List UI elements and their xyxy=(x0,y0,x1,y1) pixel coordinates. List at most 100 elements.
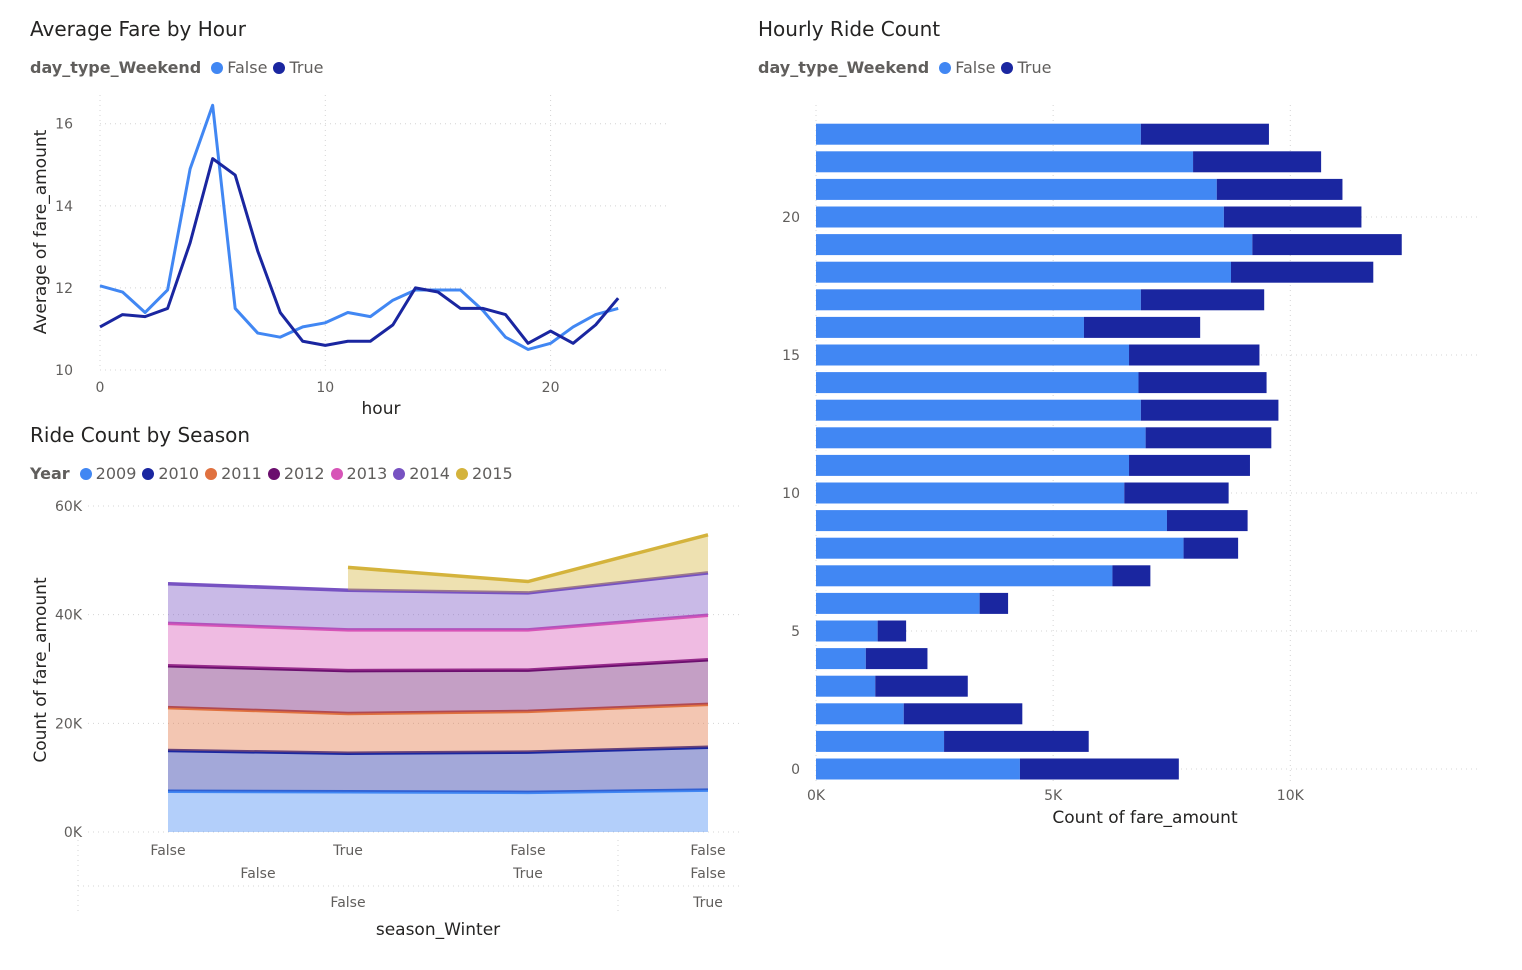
season-legend-item-2009[interactable]: 2009 xyxy=(79,464,136,483)
y-tick-label: 0 xyxy=(791,762,800,778)
x-tick-label: 20 xyxy=(542,380,560,396)
area-2014 xyxy=(168,572,708,630)
y-tick-label: 12 xyxy=(55,281,73,297)
season-legend-item-2013[interactable]: 2013 xyxy=(330,464,387,483)
y-tick-label: 10 xyxy=(782,486,800,502)
bar-false xyxy=(816,592,980,614)
hourly-ride-count-chart: 0K 5K 10K 0 5 10 15 20 Count of fare_amount xyxy=(782,105,1480,828)
y-tick-label: 15 xyxy=(782,348,800,364)
x-axis-title: Count of fare_amount xyxy=(1052,808,1238,828)
y-tick-label: 40K xyxy=(55,608,83,624)
bar-true xyxy=(1124,482,1229,504)
fare-by-hour-chart: 10 12 14 16 0 10 20 hour Average of fare_amount xyxy=(31,95,670,419)
season-legend-label: 2015 xyxy=(471,464,513,483)
fare-legend-item-false[interactable]: False xyxy=(211,58,267,77)
ride-count-by-season-chart: 0K 20K 40K 60K False True False False False True F… xyxy=(31,499,740,940)
area-2015 xyxy=(348,534,708,593)
x-tick-label-level1: False xyxy=(510,843,545,859)
ride-count-visual: Hourly Ride Count day_type_Weekend False… xyxy=(740,0,1520,100)
season-legend-item-2010[interactable]: 2010 xyxy=(142,464,199,483)
x-tick-label: 10K xyxy=(1277,788,1305,804)
x-tick-label: 0K xyxy=(807,788,826,804)
ride-count-title: Hourly Ride Count xyxy=(758,17,941,41)
series-line-false xyxy=(99,103,619,351)
series-line-2010 xyxy=(167,745,709,755)
season-legend-item-2014[interactable]: 2014 xyxy=(393,464,450,483)
y-tick-label: 20K xyxy=(55,716,83,732)
bar-true xyxy=(1252,234,1402,256)
area-2011 xyxy=(168,704,708,754)
bar-false xyxy=(816,344,1130,366)
fare-legend-label-true: True xyxy=(289,58,324,77)
bar-false xyxy=(816,399,1141,421)
fare-legend-title: day_type_Weekend xyxy=(30,58,202,77)
y-tick-label: 10 xyxy=(55,363,73,379)
bar-true xyxy=(944,730,1089,752)
season-chart-legend: Year 2009 2010 2011 2012 2013 2014 2015 xyxy=(30,464,519,483)
bar-false xyxy=(816,316,1084,338)
y-tick-label: 60K xyxy=(55,499,83,515)
legend-dot-icon xyxy=(939,61,952,74)
legend-dot-icon xyxy=(273,61,286,74)
season-chart-title: Ride Count by Season xyxy=(30,423,251,447)
fare-by-hour-visual: Average Fare by Hour day_type_Weekend Fa… xyxy=(0,0,700,420)
ride-count-legend: day_type_Weekend False True xyxy=(758,58,1057,77)
bar-false xyxy=(816,648,866,670)
area-2009 xyxy=(168,790,708,832)
legend-dot-icon xyxy=(205,467,218,480)
bar-false xyxy=(816,675,876,697)
season-legend-label: 2014 xyxy=(409,464,450,483)
bar-true xyxy=(1019,758,1179,780)
season-legend-item-2012[interactable]: 2012 xyxy=(267,464,325,483)
legend-dot-icon xyxy=(393,467,406,480)
legend-dot-icon xyxy=(1001,61,1014,74)
x-tick-label: 0 xyxy=(96,380,105,396)
bar-true xyxy=(1223,206,1362,228)
x-tick-label-level1: False xyxy=(150,843,185,859)
bar-true xyxy=(1083,316,1201,338)
bar-true xyxy=(1166,510,1248,532)
series-line-2011 xyxy=(167,702,709,716)
bar-true xyxy=(875,675,968,697)
x-axis-title: season_Winter xyxy=(376,920,500,940)
legend-dot-icon xyxy=(267,467,280,480)
bar-false xyxy=(816,151,1194,173)
season-legend-item-2011[interactable]: 2011 xyxy=(205,464,262,483)
bar-false xyxy=(816,758,1020,780)
series-line-2012 xyxy=(167,658,709,673)
fare-legend-item-true[interactable]: True xyxy=(273,58,323,77)
bar-false xyxy=(816,178,1217,200)
series-line-2015 xyxy=(347,533,709,584)
legend-dot-icon xyxy=(79,467,92,480)
bar-true xyxy=(1216,178,1343,200)
legend-dot-icon xyxy=(211,61,224,74)
bar-true xyxy=(1138,372,1267,394)
bar-true xyxy=(865,648,928,670)
bar-false xyxy=(816,730,945,752)
ride-legend-label-false: False xyxy=(955,58,996,77)
x-axis-title: hour xyxy=(362,399,401,419)
x-tick-label-level1: False xyxy=(690,843,725,859)
bar-false xyxy=(816,510,1167,532)
bar-false xyxy=(816,234,1253,256)
ride-legend-item-true[interactable]: True xyxy=(1001,58,1051,77)
x-tick-label-level3: False xyxy=(330,895,365,911)
ride-legend-item-false[interactable]: False xyxy=(939,58,995,77)
bar-false xyxy=(816,565,1113,587)
bar-false xyxy=(816,123,1141,145)
season-legend-label: 2011 xyxy=(221,464,262,483)
bar-true xyxy=(1183,537,1239,559)
bar-false xyxy=(816,206,1224,228)
season-visual: Ride Count by Season Year 2009 2010 2011… xyxy=(0,420,740,500)
ride-legend-title: day_type_Weekend xyxy=(758,58,930,77)
bar-false xyxy=(816,261,1231,283)
y-tick-label: 5 xyxy=(791,624,800,640)
fare-chart-legend: day_type_Weekend False True xyxy=(30,58,329,77)
bar-true xyxy=(1140,289,1265,311)
bar-true xyxy=(1140,123,1269,145)
bar-true xyxy=(1145,427,1272,449)
series-line-2014 xyxy=(167,571,709,595)
bar-true xyxy=(1129,344,1260,366)
bar-true xyxy=(1193,151,1322,173)
season-legend-item-2015[interactable]: 2015 xyxy=(455,464,513,483)
